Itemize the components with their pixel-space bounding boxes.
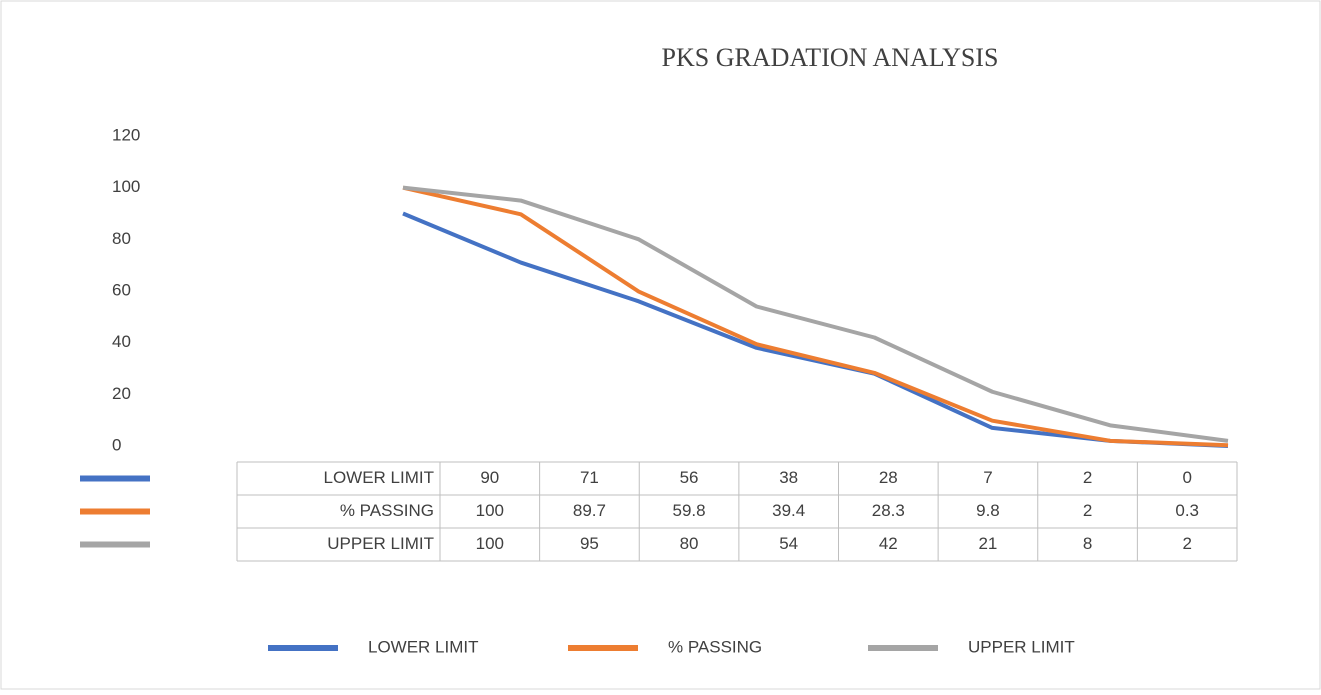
table-cell: 89.7 [573,501,606,520]
y-tick-label: 80 [112,229,131,248]
y-tick-label: 40 [112,332,131,351]
table-cell: 38 [779,468,798,487]
table-cell: 2 [1083,501,1092,520]
table-cell: 2 [1182,534,1191,553]
legend-label: UPPER LIMIT [968,637,1075,656]
table-cell: 8 [1083,534,1092,553]
table-cell: 95 [580,534,599,553]
table-cell: 90 [480,468,499,487]
y-tick-label: 0 [112,435,121,454]
legend-label: % PASSING [668,637,762,656]
table-cell: 39.4 [772,501,805,520]
table-cell: 100 [476,501,504,520]
y-tick-label: 60 [112,280,131,299]
table-row-label: UPPER LIMIT [327,534,434,553]
line-series [402,185,1229,448]
y-tick-label: 20 [112,384,131,403]
table-cell: 59.8 [673,501,706,520]
line-series [402,211,1229,448]
table-cell: 0.3 [1175,501,1199,520]
table-cell: 80 [680,534,699,553]
table-cell: 2 [1083,468,1092,487]
table-cell: 0 [1182,468,1191,487]
table-cell: 71 [580,468,599,487]
y-tick-label: 100 [112,177,140,196]
line-series [402,185,1229,443]
table-cell: 100 [476,534,504,553]
table-cell: 56 [680,468,699,487]
table-cell: 21 [978,534,997,553]
table-row-label: % PASSING [340,501,434,520]
y-tick-label: 120 [112,125,140,144]
table-cell: 42 [879,534,898,553]
chart-title: PKS GRADATION ANALYSIS [662,43,999,72]
table-cell: 7 [983,468,992,487]
table-cell: 54 [779,534,798,553]
table-cell: 28 [879,468,898,487]
table-row-label: LOWER LIMIT [323,468,434,487]
table-cell: 28.3 [872,501,905,520]
table-cell: 9.8 [976,501,1000,520]
legend-label: LOWER LIMIT [368,637,479,656]
